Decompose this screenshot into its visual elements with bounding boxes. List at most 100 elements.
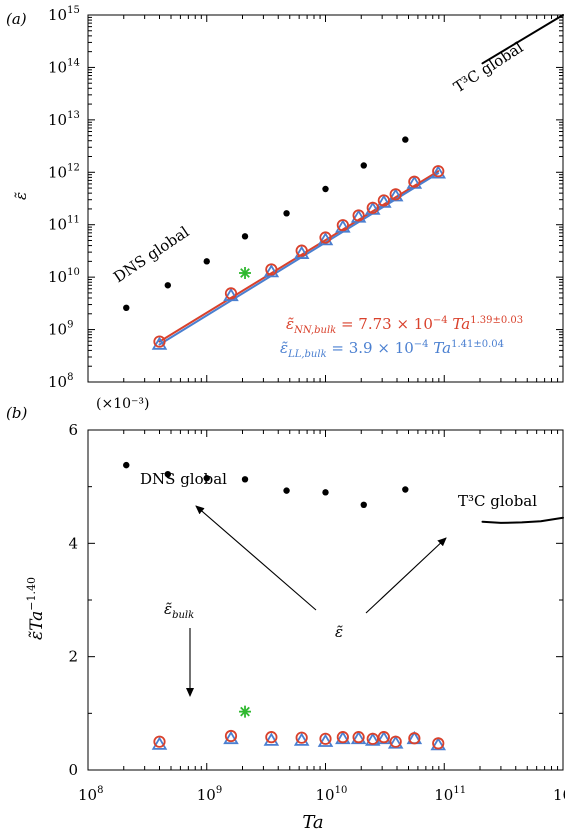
nn-point: [295, 244, 308, 257]
dns-point: [283, 487, 290, 494]
green-point: [239, 266, 252, 279]
panel-b-ticks: [87, 429, 564, 771]
nn-fit-line: [158, 170, 440, 343]
dns-point: [360, 162, 367, 169]
nn-point: [389, 735, 402, 748]
arrow-to-dns: [195, 505, 317, 611]
panel-b-eps-annotation: ε̃: [335, 623, 343, 641]
nn-point: [295, 731, 308, 744]
ll-point: [430, 165, 447, 179]
dns-point: [283, 210, 290, 217]
dns-point: [322, 489, 329, 496]
dns-point: [164, 471, 172, 478]
ll-point: [317, 232, 334, 246]
dns-point: [123, 461, 130, 469]
nn-point: [319, 732, 332, 745]
nn-point: [153, 335, 166, 348]
nn-point: [352, 731, 365, 744]
dns-point: [203, 258, 210, 265]
x-tick-label: 1010: [316, 785, 348, 804]
panel-a-y-label: ε̃: [12, 192, 30, 200]
panel-b-marks: [123, 461, 447, 751]
panel-a: (a) 108 109 1010 1011 1012 1013 1014 1015 ε̃ DN…: [6, 5, 564, 391]
y-tick-label: 1012: [48, 162, 80, 181]
t3c-line: [481, 516, 564, 524]
nn-point: [366, 201, 379, 214]
ll-point: [223, 287, 239, 302]
x-tick-label: 1011: [434, 785, 466, 804]
x-tick-label: 109: [197, 785, 222, 804]
panel-a-marks: [123, 136, 447, 350]
ll-point: [317, 733, 334, 747]
nn-point: [377, 194, 390, 207]
panel-b-lines: [481, 516, 564, 524]
nn-point: [265, 263, 278, 276]
nn-point: [432, 165, 445, 178]
nn-point: [224, 729, 238, 743]
t3c-line: [481, 14, 564, 65]
nn-point: [408, 175, 421, 188]
ll-point: [263, 732, 280, 746]
panel-b-x-label: Ta: [302, 812, 323, 833]
panel-b-bulk-annotation: ε̃bulk: [164, 600, 194, 621]
nn-point: [319, 231, 332, 244]
ll-point: [151, 336, 168, 350]
nn-point: [408, 732, 421, 745]
ll-point: [293, 245, 310, 259]
y-tick-label: 0: [68, 761, 78, 779]
y-tick-label: 109: [48, 320, 73, 339]
ll-point: [293, 732, 310, 746]
green-point-stroke: [240, 268, 250, 278]
panel-a-formula-ll: ε̃LL,bulk = 3.9 × 10−4 Ta1.41±0.04: [280, 339, 504, 360]
ll-point: [263, 264, 280, 278]
y-tick-label: 1010: [48, 267, 80, 286]
nn-point: [352, 209, 365, 222]
y-tick-label: 108: [48, 372, 73, 391]
nn-point: [336, 219, 349, 232]
panel-b-t3c-annotation: T³C global: [458, 492, 537, 510]
nn-point: [389, 188, 402, 201]
arrow-to-t3c: [365, 537, 447, 614]
panel-b-y-label: ε̃Ta−1.40: [25, 577, 47, 640]
y-tick-label: 1014: [48, 57, 80, 76]
dns-point: [203, 474, 210, 482]
y-tick-label: 2: [68, 648, 78, 666]
ll-point: [406, 175, 423, 189]
dns-point: [360, 501, 367, 508]
panel-a-label: (a): [6, 10, 27, 28]
ll-point: [151, 736, 168, 750]
y-tick-label: 1013: [48, 110, 80, 129]
x-tick-label: 108: [78, 785, 103, 804]
ll-point: [387, 188, 404, 202]
nn-point: [265, 731, 278, 744]
panel-b-x-tick-labels: 108 109 1010 1011 1012: [78, 785, 565, 804]
panel-a-formula-nn: ε̃NN,bulk = 7.73 × 10−4 Ta1.39±0.03: [286, 315, 523, 336]
nn-point: [432, 737, 445, 750]
panel-b-dns-annotation: DNS global: [140, 470, 227, 488]
green-point-stroke: [240, 706, 250, 717]
panel-a-y-tick-labels: 108 109 1010 1011 1012 1013 1014 1015: [48, 5, 80, 391]
ll-point: [350, 209, 367, 223]
panel-a-ticks: [87, 14, 564, 383]
nn-point: [366, 732, 379, 745]
ll-point: [376, 194, 392, 208]
nn-point: [377, 731, 390, 744]
y-tick-label: 1015: [48, 5, 80, 24]
ll-point: [335, 219, 351, 233]
dns-point: [402, 136, 409, 143]
panel-b-scale: (×10⁻³): [96, 396, 149, 412]
dns-point: [164, 282, 172, 289]
ll-point: [223, 730, 239, 745]
x-tick-label: 1012: [553, 785, 565, 804]
green-point: [239, 705, 252, 718]
panel-b-label: (b): [6, 404, 27, 422]
panel-a-t3c-annotation: T³C global: [450, 38, 526, 96]
nn-point: [224, 287, 238, 300]
panel-b-y-tick-labels: 0 2 4 6: [68, 421, 78, 779]
dns-point: [402, 486, 409, 493]
y-tick-label: 4: [68, 534, 78, 552]
dns-point: [241, 476, 249, 483]
y-tick-label: 1011: [48, 215, 80, 234]
